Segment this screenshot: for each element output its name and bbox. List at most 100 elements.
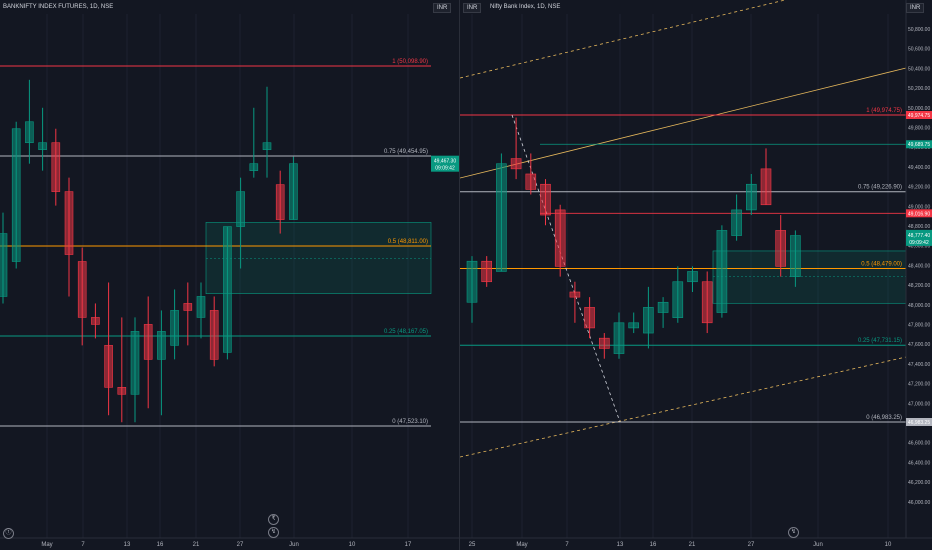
- candle-body: [745, 183, 757, 211]
- event-flag-icon[interactable]: ₹: [268, 514, 279, 525]
- time-axis-label: Jun: [813, 542, 823, 548]
- time-axis-label: 25: [469, 542, 476, 548]
- event-flag-icon-3[interactable]: ↯: [788, 527, 799, 538]
- price-axis-label: 48,400.00: [908, 263, 930, 269]
- time-axis-label: 10: [885, 542, 892, 548]
- fib-label: 0.25 (48,167.05): [384, 329, 428, 335]
- channel-top-line: [460, 0, 787, 79]
- candle-body: [223, 226, 232, 353]
- price-tag-time: 09:09:42: [435, 166, 455, 172]
- price-axis-label: 48,000.00: [908, 303, 930, 309]
- time-axis-label: 27: [237, 542, 244, 548]
- candle-body: [249, 163, 259, 171]
- time-axis-label: 7: [81, 542, 85, 548]
- price-axis-label: 46,600.00: [908, 441, 930, 447]
- candle-body: [554, 209, 566, 267]
- candle-body: [143, 324, 153, 360]
- red-line-tag-text: 49,016.90: [908, 211, 930, 217]
- zone-box: [712, 250, 907, 304]
- candle-body: [687, 271, 698, 283]
- fib-label: 0 (46,983.25): [866, 415, 902, 421]
- fib-label: 0.75 (49,226.90): [858, 185, 902, 191]
- price-axis-label: 49,800.00: [908, 126, 930, 132]
- trend-line: [460, 67, 907, 179]
- price-axis-label: 50,800.00: [908, 27, 930, 33]
- fib-label: 0.25 (47,731.15): [858, 338, 902, 344]
- candle-body: [716, 230, 728, 313]
- price-tag-value: 48,777.40: [908, 233, 930, 239]
- time-axis-label: 13: [617, 542, 624, 548]
- price-axis-label: 47,000.00: [908, 401, 930, 407]
- price-axis-label: 47,200.00: [908, 382, 930, 388]
- candle-body: [496, 163, 507, 272]
- price-axis-label: 49,400.00: [908, 165, 930, 171]
- price-axis-label: 50,200.00: [908, 86, 930, 92]
- price-axis-label: 50,400.00: [908, 66, 930, 72]
- time-axis-label: 10: [349, 542, 356, 548]
- candle-body: [289, 163, 298, 220]
- candle-body: [613, 322, 625, 354]
- tradingview-logo-icon[interactable]: ⓣ: [3, 528, 14, 539]
- candle-body: [701, 281, 713, 324]
- price-axis-label: 47,400.00: [908, 362, 930, 368]
- price-axis-label: 46,200.00: [908, 480, 930, 486]
- price-tag-value: 49,467.30: [434, 159, 456, 165]
- candle-body: [628, 322, 639, 329]
- time-axis-label: 21: [689, 542, 696, 548]
- candle-body: [584, 307, 595, 329]
- price-axis: [906, 0, 932, 538]
- green-line-tag: [906, 140, 932, 149]
- price-tag: [906, 229, 932, 246]
- fib0-tag-text: 46,983.25: [908, 420, 930, 426]
- price-axis-label: 50,000.00: [908, 106, 930, 112]
- candle-body: [481, 260, 493, 283]
- candle-body: [130, 331, 140, 395]
- left-symbol-title: BANKNIFTY INDEX FUTURES, 1D, NSE: [3, 4, 114, 10]
- time-axis-label: 7: [565, 542, 569, 548]
- candle-body: [643, 307, 654, 334]
- event-flag-icon-2[interactable]: ↯: [268, 527, 279, 538]
- red-line-tag: [906, 209, 932, 218]
- candle-body: [672, 281, 684, 318]
- right-symbol-title: Nifty Bank Index, 1D, NSE: [490, 4, 561, 10]
- candle-body: [275, 184, 285, 220]
- fib-label: 0.5 (48,479.00): [861, 262, 902, 268]
- candle-body: [760, 168, 772, 206]
- time-axis-label: 17: [405, 542, 412, 548]
- fib-label: 0.5 (48,811.00): [388, 239, 428, 245]
- candle-body: [51, 142, 61, 192]
- price-tag: [431, 155, 460, 172]
- candle-body: [262, 142, 272, 151]
- price-axis-label: 46,000.00: [908, 500, 930, 506]
- fib-label: 0.75 (49,454.95): [384, 149, 428, 155]
- right-chart-pane[interactable]: 1 (49,974.75) 0.75 (49,226.90) 0.5 (48,479…: [460, 0, 932, 550]
- candle-body: [731, 209, 742, 236]
- time-axis-label: 13: [124, 542, 131, 548]
- candle-body: [11, 128, 21, 262]
- price-tag-time: 09:09:42: [909, 240, 929, 246]
- fib1-tag: [906, 111, 932, 119]
- right-currency-button[interactable]: INR: [906, 3, 925, 13]
- time-axis-label: Jun: [289, 542, 299, 548]
- time-axis-label: 21: [193, 542, 200, 548]
- right-scale-button[interactable]: INR: [463, 3, 482, 13]
- candle-body: [117, 386, 127, 395]
- price-axis-label: 48,800.00: [908, 224, 930, 230]
- candle-body: [170, 310, 179, 346]
- right-chart-canvas[interactable]: 1 (49,974.75) 0.75 (49,226.90) 0.5 (48,479…: [460, 0, 932, 550]
- left-chart-canvas[interactable]: 1 (50,098.90) 0.75 (49,454.95) 0.5 (48,811…: [0, 0, 460, 550]
- fib0-tag: [906, 418, 932, 426]
- green-line-tag-text: 49,689.75: [908, 142, 930, 148]
- price-axis-label: 46,400.00: [908, 460, 930, 466]
- candle-body: [775, 230, 787, 267]
- candle-body: [599, 337, 610, 349]
- candle-body: [157, 331, 166, 360]
- pane-divider[interactable]: [459, 0, 460, 550]
- candle-body: [91, 317, 100, 325]
- candle-body: [183, 303, 193, 311]
- time-axis-label: May: [516, 542, 527, 548]
- left-currency-button[interactable]: INR: [433, 3, 452, 13]
- fib-label: 0 (47,523.10): [392, 419, 428, 425]
- price-axis-label: 50,600.00: [908, 47, 930, 53]
- candle-body: [540, 183, 551, 216]
